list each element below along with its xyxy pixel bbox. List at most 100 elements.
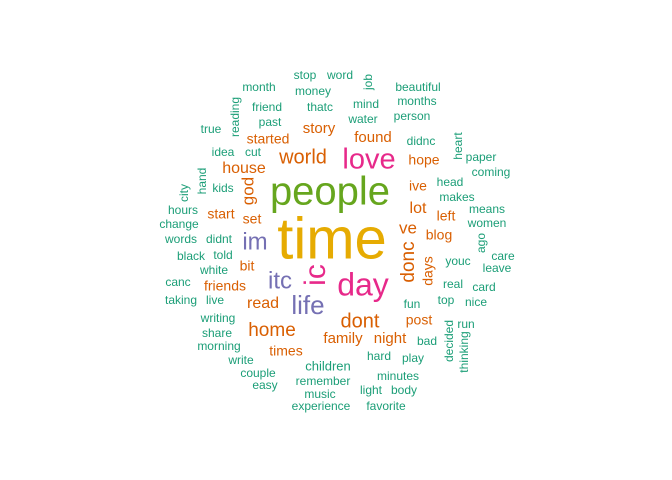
word-home: home <box>248 320 296 341</box>
word-friends: friends <box>204 278 246 294</box>
word-care: care <box>491 249 515 263</box>
word-writing: writing <box>200 311 236 325</box>
word-light: light <box>360 383 383 397</box>
word-city: city <box>177 184 191 202</box>
word-didnt: didnt <box>206 232 233 246</box>
word-water: water <box>347 112 377 126</box>
word-money: money <box>295 84 331 98</box>
word-nice: nice <box>465 295 487 309</box>
word-experience: experience <box>292 399 351 413</box>
word-hand: hand <box>195 168 209 195</box>
word-donc: donc <box>398 241 419 282</box>
word-makes: makes <box>439 190 474 204</box>
word-decided: decided <box>442 320 456 362</box>
word-hard: hard <box>367 349 391 363</box>
word-set: set <box>243 211 262 227</box>
word-story: story <box>303 120 336 137</box>
word-found: found <box>354 129 392 146</box>
word-play: play <box>402 351 424 365</box>
word-youc: youc <box>445 254 470 268</box>
word-paper: paper <box>466 150 497 164</box>
word-head: head <box>437 175 464 189</box>
word-hours: hours <box>168 203 198 217</box>
word-cut: cut <box>245 145 262 159</box>
word-months: months <box>397 94 436 108</box>
word-left: left <box>437 208 456 224</box>
word-idea: idea <box>212 145 235 159</box>
word-run: run <box>457 317 474 331</box>
word-fun: fun <box>404 297 421 311</box>
word-house: house <box>222 160 266 177</box>
word-ago: ago <box>474 233 488 253</box>
word-friend: friend <box>252 100 282 114</box>
word-easy: easy <box>252 378 277 392</box>
word-means: means <box>469 202 505 216</box>
word-told: told <box>213 248 232 262</box>
word-write: write <box>227 353 254 367</box>
word-job: job <box>361 74 375 91</box>
word-bit: bit <box>240 258 255 274</box>
word-women: women <box>467 216 507 230</box>
word-bad: bad <box>417 334 437 348</box>
word-night: night <box>374 330 407 347</box>
word-day: day <box>337 266 389 302</box>
word-true: true <box>201 122 222 136</box>
word-real: real <box>443 277 463 291</box>
word-beautiful: beautiful <box>395 80 440 94</box>
word-music: music <box>304 387 335 401</box>
word-morning: morning <box>197 339 240 353</box>
word-change: change <box>159 217 199 231</box>
word-lot: lot <box>410 200 427 217</box>
word-body: body <box>391 383 417 397</box>
word-start: start <box>207 206 234 222</box>
word-top: top <box>438 293 455 307</box>
word-world: world <box>278 146 327 168</box>
word-post: post <box>406 312 433 328</box>
word-share: share <box>202 326 232 340</box>
word-live: live <box>206 293 224 307</box>
word-days: days <box>420 256 436 286</box>
word-love: love <box>342 144 395 176</box>
word-times: times <box>269 343 302 359</box>
word-card: card <box>472 280 495 294</box>
word-reading: reading <box>228 97 242 137</box>
word-thinking: thinking <box>457 331 471 372</box>
word-stop: stop <box>294 68 317 82</box>
word-hope: hope <box>408 152 439 168</box>
word-leave: leave <box>483 261 512 275</box>
word-life: life <box>291 290 324 320</box>
word-person: person <box>394 109 431 123</box>
word-favorite: favorite <box>366 399 406 413</box>
word-people: people <box>270 170 390 214</box>
word-read: read <box>247 295 279 312</box>
word-ve: ve <box>399 218 417 237</box>
word-thatc: thatc <box>307 100 333 114</box>
word-im: im <box>242 228 267 255</box>
word-ive: ive <box>409 178 427 194</box>
word-canc: canc <box>165 275 190 289</box>
word-white: white <box>199 263 228 277</box>
word-taking: taking <box>165 293 197 307</box>
word-words: words <box>164 232 197 246</box>
word-children: children <box>305 358 351 373</box>
word-couple: couple <box>240 366 276 380</box>
word-itc: itc <box>268 267 292 294</box>
word-family: family <box>323 330 363 347</box>
word-god: god <box>238 177 257 205</box>
word-month: month <box>242 80 275 94</box>
word-didnc: didnc <box>407 134 436 148</box>
word-ic: ic <box>299 264 332 286</box>
word-remember: remember <box>296 374 351 388</box>
word-minutes: minutes <box>377 369 419 383</box>
word-word: word <box>326 68 353 82</box>
word-heart: heart <box>451 132 465 160</box>
word-kids: kids <box>212 181 233 195</box>
word-dont: dont <box>341 310 380 332</box>
word-mind: mind <box>353 97 379 111</box>
word-coming: coming <box>472 165 511 179</box>
word-time: time <box>277 206 387 271</box>
word-blog: blog <box>426 227 452 243</box>
